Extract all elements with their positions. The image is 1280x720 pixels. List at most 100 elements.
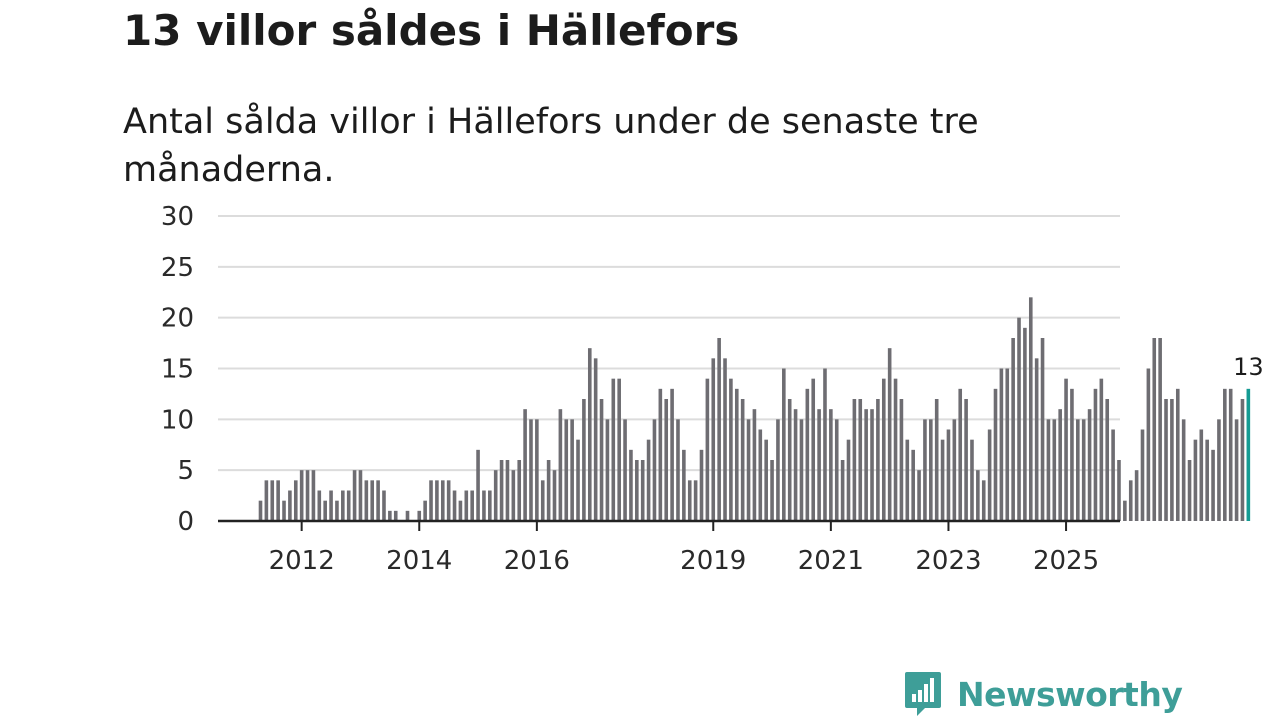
bar [1070, 388, 1074, 521]
bar [476, 449, 480, 521]
bar [758, 429, 763, 521]
bar [1217, 419, 1221, 521]
bar [881, 378, 886, 521]
bar [987, 429, 992, 521]
x-tick-label: 2016 [504, 546, 570, 576]
bar [288, 490, 292, 521]
bar [364, 480, 369, 521]
bar [1028, 297, 1033, 521]
bar [505, 460, 510, 521]
bar [1175, 388, 1180, 521]
bar [811, 378, 816, 521]
bar [593, 358, 598, 521]
bar [1040, 338, 1045, 521]
bar [429, 480, 433, 521]
bar [711, 358, 716, 521]
y-axis-labels: 0 5 10 15 20 25 30 [161, 202, 194, 537]
bar [1076, 419, 1080, 521]
bar [1134, 470, 1139, 521]
bar [517, 460, 522, 521]
bar [1111, 429, 1115, 521]
bar [958, 388, 963, 521]
bar [1034, 358, 1039, 521]
y-tick-label: 30 [161, 202, 194, 232]
bar-chart-speech-bubble-icon [905, 672, 941, 716]
bar [1087, 409, 1092, 521]
bar [940, 439, 945, 521]
bar [729, 378, 733, 521]
bar [488, 490, 492, 521]
bar [1011, 338, 1015, 521]
bar [423, 500, 427, 521]
bar [464, 490, 469, 521]
bar [1158, 338, 1162, 521]
bar [611, 378, 616, 521]
x-tick-label: 2025 [1033, 546, 1099, 576]
bar [440, 480, 445, 521]
bar [752, 409, 757, 521]
bar [805, 388, 810, 521]
bar [664, 399, 669, 521]
bar [635, 460, 639, 521]
x-tick-label: 2021 [798, 546, 864, 576]
newsworthy-logo[interactable]: Newsworthy [903, 670, 1183, 718]
bar [629, 449, 633, 521]
bar [511, 470, 516, 521]
bar [658, 388, 663, 521]
bar [1081, 419, 1086, 521]
bar [346, 490, 351, 521]
bar [952, 419, 957, 521]
bar [864, 409, 868, 521]
bar-highlighted [1246, 388, 1251, 521]
bar [640, 460, 645, 521]
bar [764, 439, 768, 521]
bar [717, 338, 721, 521]
bar [599, 399, 604, 521]
bar [1052, 419, 1057, 521]
bar [329, 490, 333, 521]
bar [1117, 460, 1121, 521]
bar [817, 409, 821, 521]
bar [887, 348, 892, 521]
bar [793, 409, 798, 521]
chart-subtitle: Antal sålda villor i Hällefors under de … [123, 102, 979, 190]
bar [923, 419, 927, 521]
bar [540, 480, 545, 521]
logo-text: Newsworthy [957, 674, 1183, 714]
y-tick-label: 10 [161, 405, 194, 435]
bar [282, 500, 286, 521]
bar [446, 480, 451, 521]
y-tick-label: 25 [161, 253, 194, 283]
bar [1199, 429, 1204, 521]
bar [993, 388, 998, 521]
bar [693, 480, 698, 521]
gridlines [218, 215, 1120, 472]
bar [264, 480, 269, 521]
bar [582, 399, 586, 521]
bar [482, 490, 486, 521]
x-axis-ticks: 2012 2014 2016 2019 2021 2023 2025 [269, 521, 1099, 576]
bar [311, 470, 316, 521]
bar [929, 419, 933, 521]
bar [858, 399, 863, 521]
bar [682, 449, 686, 521]
bar [558, 409, 563, 521]
bar [499, 460, 504, 521]
bar [529, 419, 533, 521]
bar [787, 399, 792, 521]
bar [964, 399, 968, 521]
bar [1140, 429, 1145, 521]
bar [587, 348, 592, 521]
bar [605, 419, 610, 521]
bar [458, 500, 463, 521]
bar [276, 480, 280, 521]
bar [905, 439, 910, 521]
last-value-label: 13 [1233, 353, 1264, 381]
bar [852, 399, 857, 521]
bar [1205, 439, 1209, 521]
bar [293, 480, 298, 521]
bar [452, 490, 457, 521]
bar [829, 409, 833, 521]
bar [1093, 388, 1098, 521]
